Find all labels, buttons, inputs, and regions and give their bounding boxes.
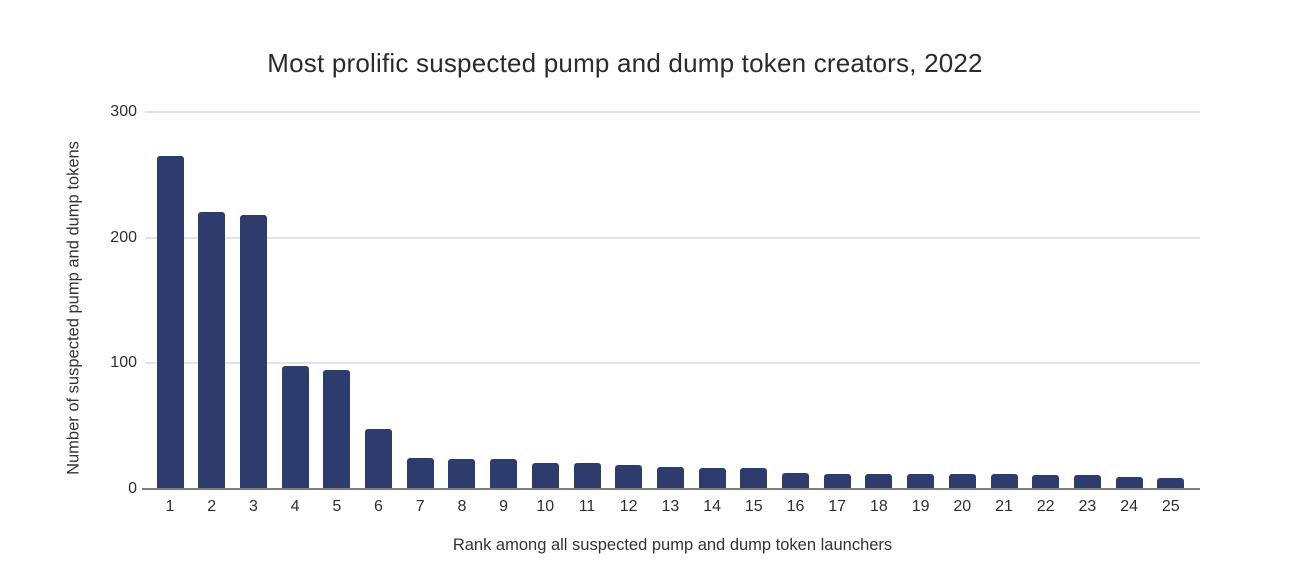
x-tick-label: 3 [248,498,258,515]
bar-rank-24 [1115,476,1143,488]
bar-rank-13 [656,466,684,488]
bar-rank-9 [490,459,518,488]
x-tick-label: 9 [499,498,509,515]
bar-rank-14 [698,467,726,488]
gridline-300 [145,111,1200,113]
x-tick-label: 25 [1161,498,1180,515]
bar-rank-20 [948,474,976,488]
y-tick-label: 200 [110,228,137,246]
bar-rank-16 [782,472,809,488]
x-tick-label: 15 [744,498,763,515]
x-tick-label: 7 [415,498,425,515]
x-tick-label: 4 [290,498,300,515]
y-tick-label: 100 [110,354,137,372]
bar-rank-8 [448,459,476,488]
x-tick-label: 18 [869,498,888,515]
x-tick-label: 12 [619,498,638,515]
x-tick-label: 10 [536,498,555,515]
x-tick-label: 16 [786,498,805,515]
bar-rank-7 [406,457,434,488]
bar-rank-23 [1073,475,1101,488]
bar-rank-15 [740,467,768,488]
x-tick-label: 1 [165,498,175,515]
gridline-100 [145,362,1200,365]
x-tick-label: 13 [661,498,680,515]
x-tick-label: 11 [578,498,596,515]
bar-rank-5 [323,369,351,488]
bar-rank-21 [990,474,1018,488]
bar-rank-11 [573,462,601,488]
bar-rank-22 [1032,475,1060,488]
bar-rank-17 [823,474,851,488]
x-tick-label: 19 [911,498,930,515]
y-tick-label: 300 [110,103,137,120]
x-tick-label: 24 [1120,498,1138,515]
bar-rank-4 [281,366,309,488]
x-tick-label: 20 [953,498,972,515]
x-tick-label: 22 [1036,498,1055,515]
x-tick-label: 14 [703,498,721,515]
bar-rank-3 [239,215,267,488]
x-axis-title: Rank among all suspected pump and dump t… [452,536,893,554]
bar-rank-1 [156,156,184,488]
bar-rank-2 [198,211,226,488]
bar-rank-19 [907,474,935,488]
bar-rank-18 [865,474,893,488]
y-axis-title: Number of suspected pump and dump tokens [64,141,83,475]
x-axis-line [142,488,1200,490]
gridline-200 [145,236,1200,239]
chart-title: Most prolific suspected pump and dump to… [267,48,983,78]
bar-rank-12 [615,465,643,488]
y-tick-label: 0 [128,480,137,497]
x-tick-label: 5 [332,498,342,515]
bar-rank-6 [365,428,392,488]
bar-rank-10 [531,462,559,488]
x-tick-label: 21 [995,498,1013,515]
bar-rank-25 [1157,477,1185,488]
x-tick-label: 17 [828,498,847,515]
x-tick-label: 2 [207,498,217,515]
x-tick-label: 23 [1078,498,1097,515]
x-tick-label: 6 [374,498,383,515]
plot-area [142,111,1200,490]
x-tick-label: 8 [457,498,467,515]
